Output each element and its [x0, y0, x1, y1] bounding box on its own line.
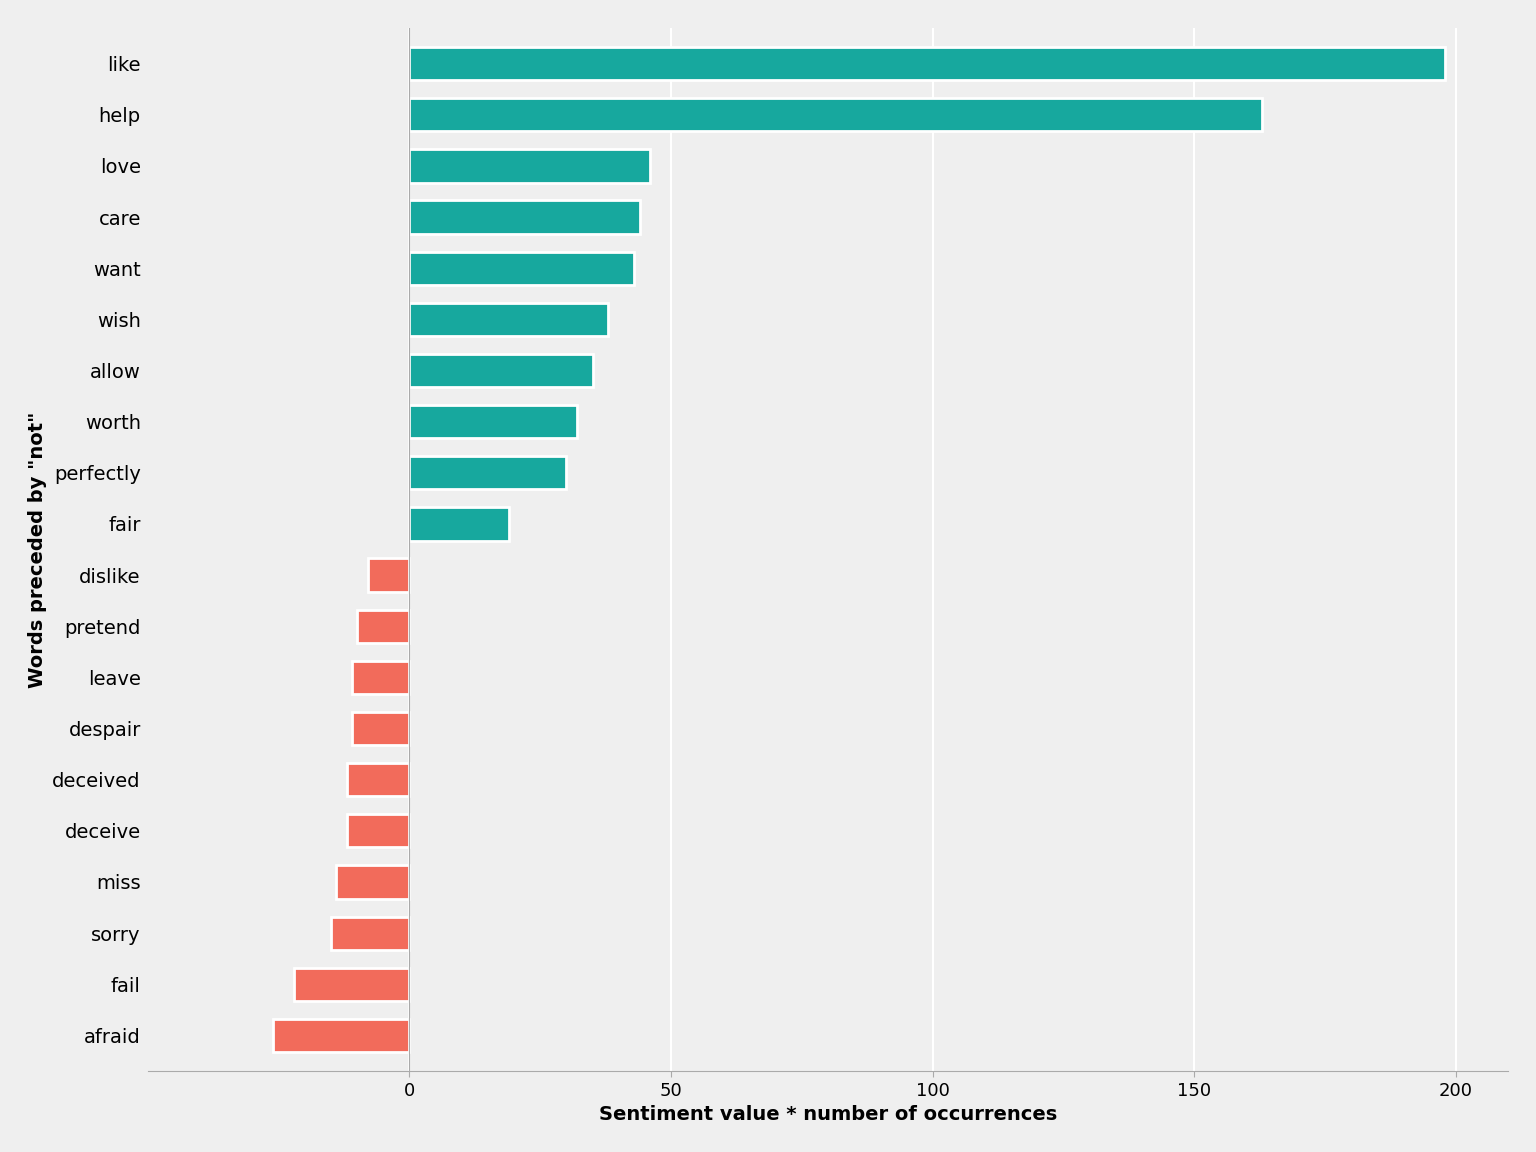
- Y-axis label: Words preceded by "not": Words preceded by "not": [28, 411, 46, 688]
- Bar: [295, 968, 410, 1001]
- Bar: [410, 406, 578, 438]
- Bar: [352, 712, 410, 745]
- Bar: [410, 507, 508, 540]
- Bar: [410, 456, 567, 490]
- Bar: [410, 354, 593, 387]
- Bar: [330, 917, 410, 949]
- Bar: [347, 814, 410, 848]
- Bar: [410, 150, 650, 182]
- Bar: [410, 47, 1445, 81]
- Bar: [410, 200, 639, 234]
- Bar: [410, 251, 634, 285]
- Bar: [336, 865, 410, 899]
- Bar: [356, 609, 410, 643]
- X-axis label: Sentiment value * number of occurrences: Sentiment value * number of occurrences: [599, 1105, 1057, 1124]
- Bar: [367, 559, 410, 592]
- Bar: [410, 303, 608, 336]
- Bar: [352, 661, 410, 694]
- Bar: [410, 98, 1263, 131]
- Bar: [273, 1018, 410, 1052]
- Bar: [347, 763, 410, 796]
